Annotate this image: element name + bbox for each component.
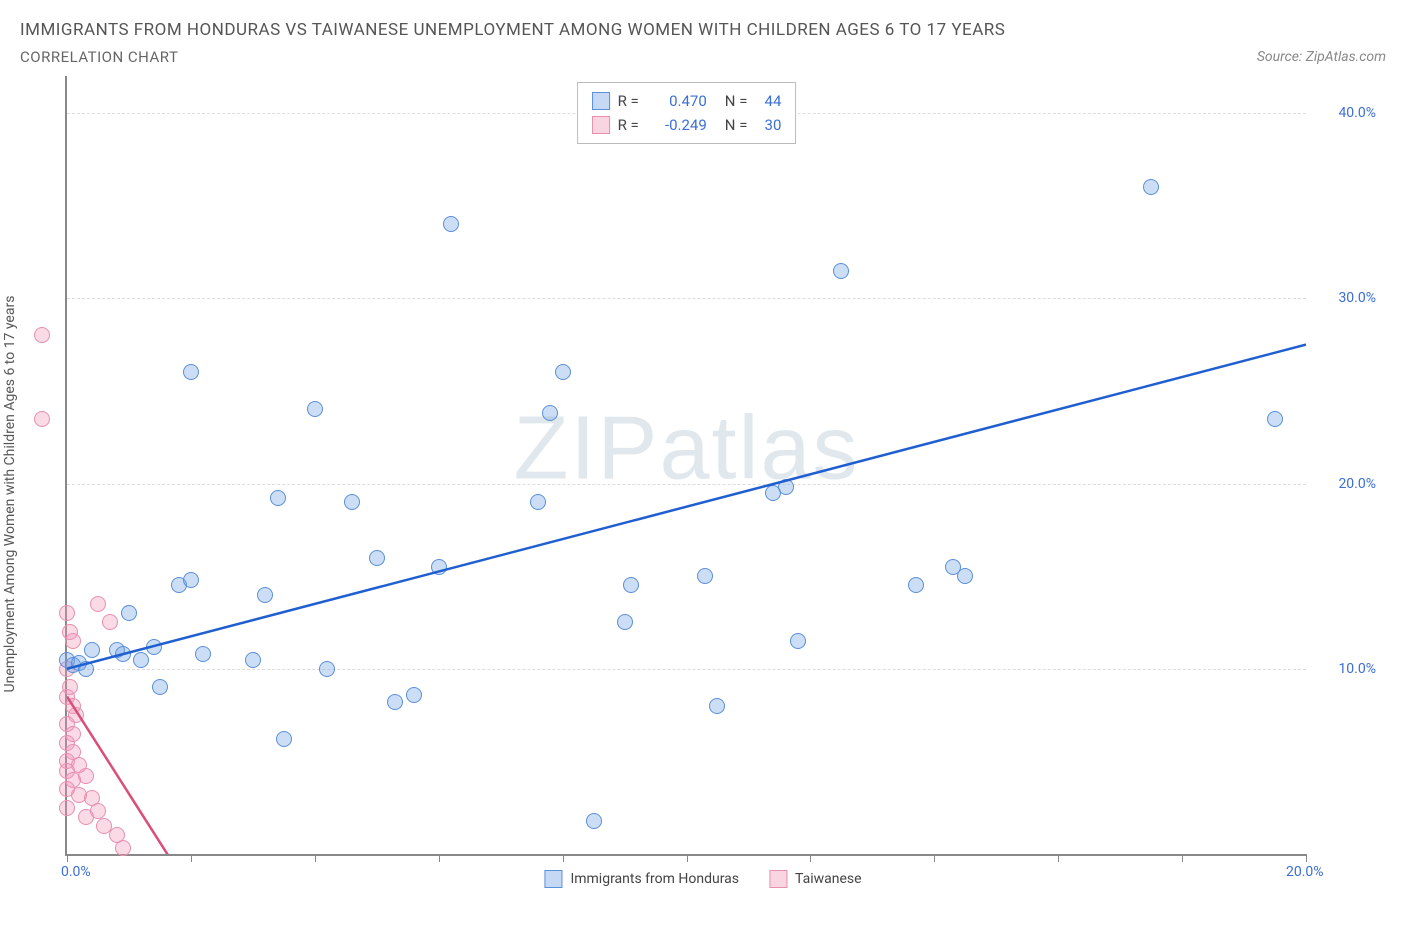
gridline xyxy=(67,669,1306,670)
data-point xyxy=(833,263,849,279)
data-point xyxy=(443,216,459,232)
trend-lines xyxy=(67,76,1306,854)
chart-title: IMMIGRANTS FROM HONDURAS VS TAIWANESE UN… xyxy=(20,20,1386,40)
data-point xyxy=(133,652,149,668)
watermark: ZIPatlas xyxy=(513,398,859,501)
gridline xyxy=(67,484,1306,485)
x-origin-label: 0.0% xyxy=(61,864,91,880)
data-point xyxy=(406,687,422,703)
data-point xyxy=(344,494,360,510)
x-tick xyxy=(67,854,68,862)
data-point xyxy=(697,568,713,584)
x-tick xyxy=(687,854,688,862)
legend-r-value: 0.470 xyxy=(647,89,707,113)
data-point xyxy=(78,809,94,825)
data-point xyxy=(146,639,162,655)
x-tick xyxy=(934,854,935,862)
legend-correlation: R = 0.470 N = 44 R = -0.249 N = 30 xyxy=(577,82,797,144)
data-point xyxy=(195,646,211,662)
subtitle-row: CORRELATION CHART Source: ZipAtlas.com xyxy=(20,48,1386,66)
data-point xyxy=(530,494,546,510)
data-point xyxy=(431,559,447,575)
data-point xyxy=(115,840,131,856)
data-point xyxy=(778,479,794,495)
data-point xyxy=(115,646,131,662)
plot-wrap: Unemployment Among Women with Children A… xyxy=(20,76,1386,896)
data-point xyxy=(790,633,806,649)
legend-item: Immigrants from Honduras xyxy=(544,870,739,888)
data-point xyxy=(152,679,168,695)
data-point xyxy=(102,614,118,630)
legend-r-label: R = xyxy=(618,89,639,113)
legend-swatch xyxy=(544,870,562,888)
data-point xyxy=(369,550,385,566)
data-point xyxy=(183,572,199,588)
legend-r-value: -0.249 xyxy=(647,113,707,137)
x-tick xyxy=(563,854,564,862)
x-tick xyxy=(191,854,192,862)
data-point xyxy=(1267,411,1283,427)
legend-n-value: 30 xyxy=(755,113,781,137)
legend-row: R = -0.249 N = 30 xyxy=(592,113,782,137)
chart-source: Source: ZipAtlas.com xyxy=(1257,49,1386,65)
legend-label: Immigrants from Honduras xyxy=(570,871,739,887)
legend-bottom: Immigrants from Honduras Taiwanese xyxy=(544,870,861,888)
gridline xyxy=(67,298,1306,299)
data-point xyxy=(65,633,81,649)
x-tick xyxy=(810,854,811,862)
correlation-chart: IMMIGRANTS FROM HONDURAS VS TAIWANESE UN… xyxy=(20,20,1386,896)
data-point xyxy=(586,813,602,829)
chart-subtitle: CORRELATION CHART xyxy=(20,48,178,66)
data-point xyxy=(78,661,94,677)
x-tick xyxy=(439,854,440,862)
y-tick-label: 10.0% xyxy=(1338,661,1376,677)
legend-label: Taiwanese xyxy=(795,871,862,887)
data-point xyxy=(34,411,50,427)
x-tick xyxy=(1182,854,1183,862)
data-point xyxy=(709,698,725,714)
x-tick xyxy=(1058,854,1059,862)
data-point xyxy=(59,605,75,621)
data-point xyxy=(183,364,199,380)
x-max-label: 20.0% xyxy=(1286,864,1324,880)
legend-n-label: N = xyxy=(725,89,748,113)
data-point xyxy=(270,490,286,506)
data-point xyxy=(387,694,403,710)
y-tick-label: 20.0% xyxy=(1338,476,1376,492)
trend-line-blue xyxy=(67,345,1306,669)
data-point xyxy=(319,661,335,677)
legend-row: R = 0.470 N = 44 xyxy=(592,89,782,113)
y-axis-label: Unemployment Among Women with Children A… xyxy=(2,296,18,693)
x-tick xyxy=(1306,854,1307,862)
legend-n-value: 44 xyxy=(755,89,781,113)
legend-item: Taiwanese xyxy=(769,870,862,888)
y-tick-label: 40.0% xyxy=(1338,105,1376,121)
data-point xyxy=(1143,179,1159,195)
data-point xyxy=(276,731,292,747)
data-point xyxy=(59,800,75,816)
plot-area: ZIPatlas 10.0%20.0%30.0%40.0%R =0.470N =… xyxy=(65,76,1306,856)
data-point xyxy=(957,568,973,584)
data-point xyxy=(617,614,633,630)
legend-swatch xyxy=(592,116,610,134)
data-point xyxy=(257,587,273,603)
data-point xyxy=(245,652,261,668)
legend-n-label: N = xyxy=(725,113,748,137)
data-point xyxy=(90,596,106,612)
legend-swatch xyxy=(769,870,787,888)
data-point xyxy=(34,327,50,343)
y-tick-label: 30.0% xyxy=(1338,290,1376,306)
data-point xyxy=(84,642,100,658)
data-point xyxy=(908,577,924,593)
data-point xyxy=(555,364,571,380)
data-point xyxy=(121,605,137,621)
legend-swatch xyxy=(592,92,610,110)
legend-r-label: R = xyxy=(618,113,639,137)
data-point xyxy=(307,401,323,417)
x-tick xyxy=(315,854,316,862)
data-point xyxy=(623,577,639,593)
data-point xyxy=(542,405,558,421)
